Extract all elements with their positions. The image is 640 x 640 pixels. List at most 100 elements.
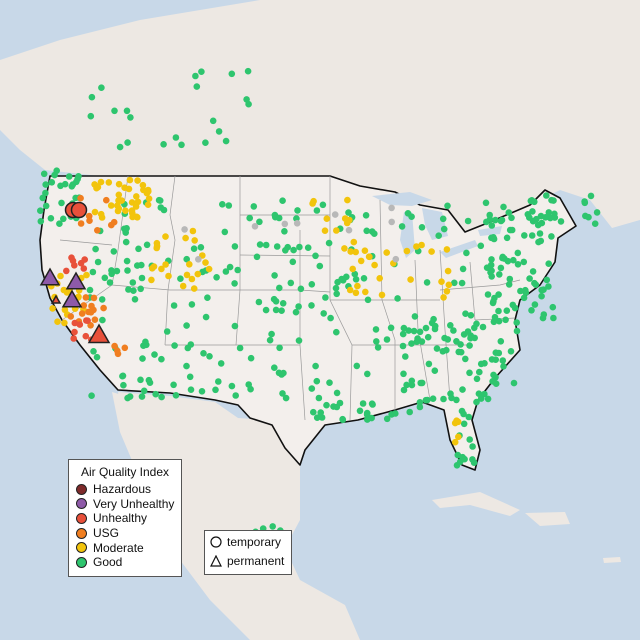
station-marker[interactable]: [339, 416, 347, 424]
station-marker[interactable]: [42, 189, 49, 197]
station-marker[interactable]: [247, 354, 255, 362]
station-marker[interactable]: [440, 225, 448, 233]
station-marker[interactable]: [402, 353, 409, 360]
station-marker[interactable]: [78, 310, 86, 317]
station-marker[interactable]: [37, 218, 45, 225]
station-marker[interactable]: [183, 362, 190, 370]
station-marker[interactable]: [37, 207, 44, 214]
station-marker[interactable]: [256, 218, 263, 226]
station-marker[interactable]: [423, 279, 431, 286]
station-marker[interactable]: [557, 218, 565, 225]
station-marker[interactable]: [376, 275, 384, 282]
station-marker[interactable]: [545, 260, 552, 268]
station-marker[interactable]: [189, 227, 197, 235]
station-marker[interactable]: [222, 268, 230, 275]
station-marker[interactable]: [330, 403, 337, 410]
station-marker[interactable]: [545, 209, 553, 216]
station-marker[interactable]: [228, 70, 236, 78]
station-marker[interactable]: [107, 202, 115, 209]
station-marker[interactable]: [225, 202, 233, 209]
station-marker[interactable]: [331, 211, 339, 218]
permanent-station-marker[interactable]: [39, 267, 61, 286]
station-marker[interactable]: [492, 216, 499, 224]
station-marker[interactable]: [447, 322, 454, 329]
station-marker[interactable]: [422, 396, 430, 404]
station-marker[interactable]: [514, 261, 522, 268]
station-marker[interactable]: [353, 362, 361, 370]
station-marker[interactable]: [319, 201, 327, 209]
station-marker[interactable]: [48, 179, 56, 186]
station-marker[interactable]: [341, 245, 348, 252]
station-marker[interactable]: [481, 390, 488, 398]
station-marker[interactable]: [408, 340, 415, 347]
station-marker[interactable]: [533, 215, 540, 223]
station-markers[interactable]: [37, 67, 601, 539]
station-marker[interactable]: [272, 306, 280, 314]
station-marker[interactable]: [466, 342, 473, 349]
station-marker[interactable]: [538, 219, 546, 227]
station-marker[interactable]: [293, 220, 301, 227]
station-marker[interactable]: [550, 314, 557, 322]
station-marker[interactable]: [313, 414, 321, 422]
station-marker[interactable]: [94, 258, 102, 266]
station-marker[interactable]: [85, 212, 93, 220]
station-marker[interactable]: [87, 309, 95, 316]
station-marker[interactable]: [123, 107, 131, 115]
station-marker[interactable]: [206, 353, 213, 360]
station-marker[interactable]: [100, 304, 107, 312]
station-marker[interactable]: [413, 338, 421, 346]
station-marker[interactable]: [278, 307, 285, 315]
station-marker[interactable]: [228, 382, 236, 390]
station-marker[interactable]: [503, 307, 511, 315]
station-marker[interactable]: [488, 256, 495, 263]
station-marker[interactable]: [289, 258, 297, 266]
station-marker[interactable]: [97, 178, 105, 186]
station-marker[interactable]: [542, 214, 549, 221]
station-marker[interactable]: [40, 170, 48, 178]
station-marker[interactable]: [403, 381, 410, 389]
station-marker[interactable]: [139, 355, 146, 362]
station-marker[interactable]: [341, 215, 349, 222]
station-marker[interactable]: [491, 313, 499, 321]
station-marker[interactable]: [323, 215, 331, 222]
station-marker[interactable]: [217, 360, 225, 367]
station-marker[interactable]: [529, 268, 537, 275]
station-marker[interactable]: [268, 330, 275, 338]
station-marker[interactable]: [188, 301, 196, 308]
station-marker[interactable]: [120, 381, 127, 389]
station-marker[interactable]: [361, 247, 369, 254]
station-marker[interactable]: [156, 197, 164, 204]
station-marker[interactable]: [82, 332, 90, 340]
station-marker[interactable]: [76, 321, 84, 328]
station-marker[interactable]: [316, 262, 324, 270]
station-marker[interactable]: [354, 282, 361, 290]
station-marker[interactable]: [99, 316, 106, 324]
station-marker[interactable]: [408, 381, 416, 389]
station-marker[interactable]: [364, 296, 372, 304]
station-marker[interactable]: [315, 394, 323, 402]
station-marker[interactable]: [58, 199, 65, 207]
station-marker[interactable]: [67, 313, 75, 320]
station-marker[interactable]: [587, 192, 595, 200]
station-marker[interactable]: [521, 232, 528, 239]
station-marker[interactable]: [463, 249, 470, 257]
station-marker[interactable]: [269, 523, 277, 530]
station-marker[interactable]: [127, 114, 134, 121]
station-marker[interactable]: [290, 246, 297, 254]
station-marker[interactable]: [121, 344, 129, 352]
station-marker[interactable]: [114, 347, 121, 355]
station-marker[interactable]: [484, 291, 492, 298]
station-marker[interactable]: [352, 248, 360, 256]
station-marker[interactable]: [279, 390, 286, 397]
station-marker[interactable]: [188, 275, 196, 283]
station-marker[interactable]: [408, 213, 415, 220]
station-marker[interactable]: [441, 334, 448, 342]
station-marker[interactable]: [158, 265, 165, 273]
station-marker[interactable]: [549, 303, 557, 311]
station-marker[interactable]: [312, 252, 319, 260]
station-marker[interactable]: [392, 255, 400, 263]
station-marker[interactable]: [262, 306, 270, 314]
station-marker[interactable]: [495, 349, 503, 357]
station-marker[interactable]: [550, 197, 557, 204]
station-marker[interactable]: [486, 211, 494, 219]
